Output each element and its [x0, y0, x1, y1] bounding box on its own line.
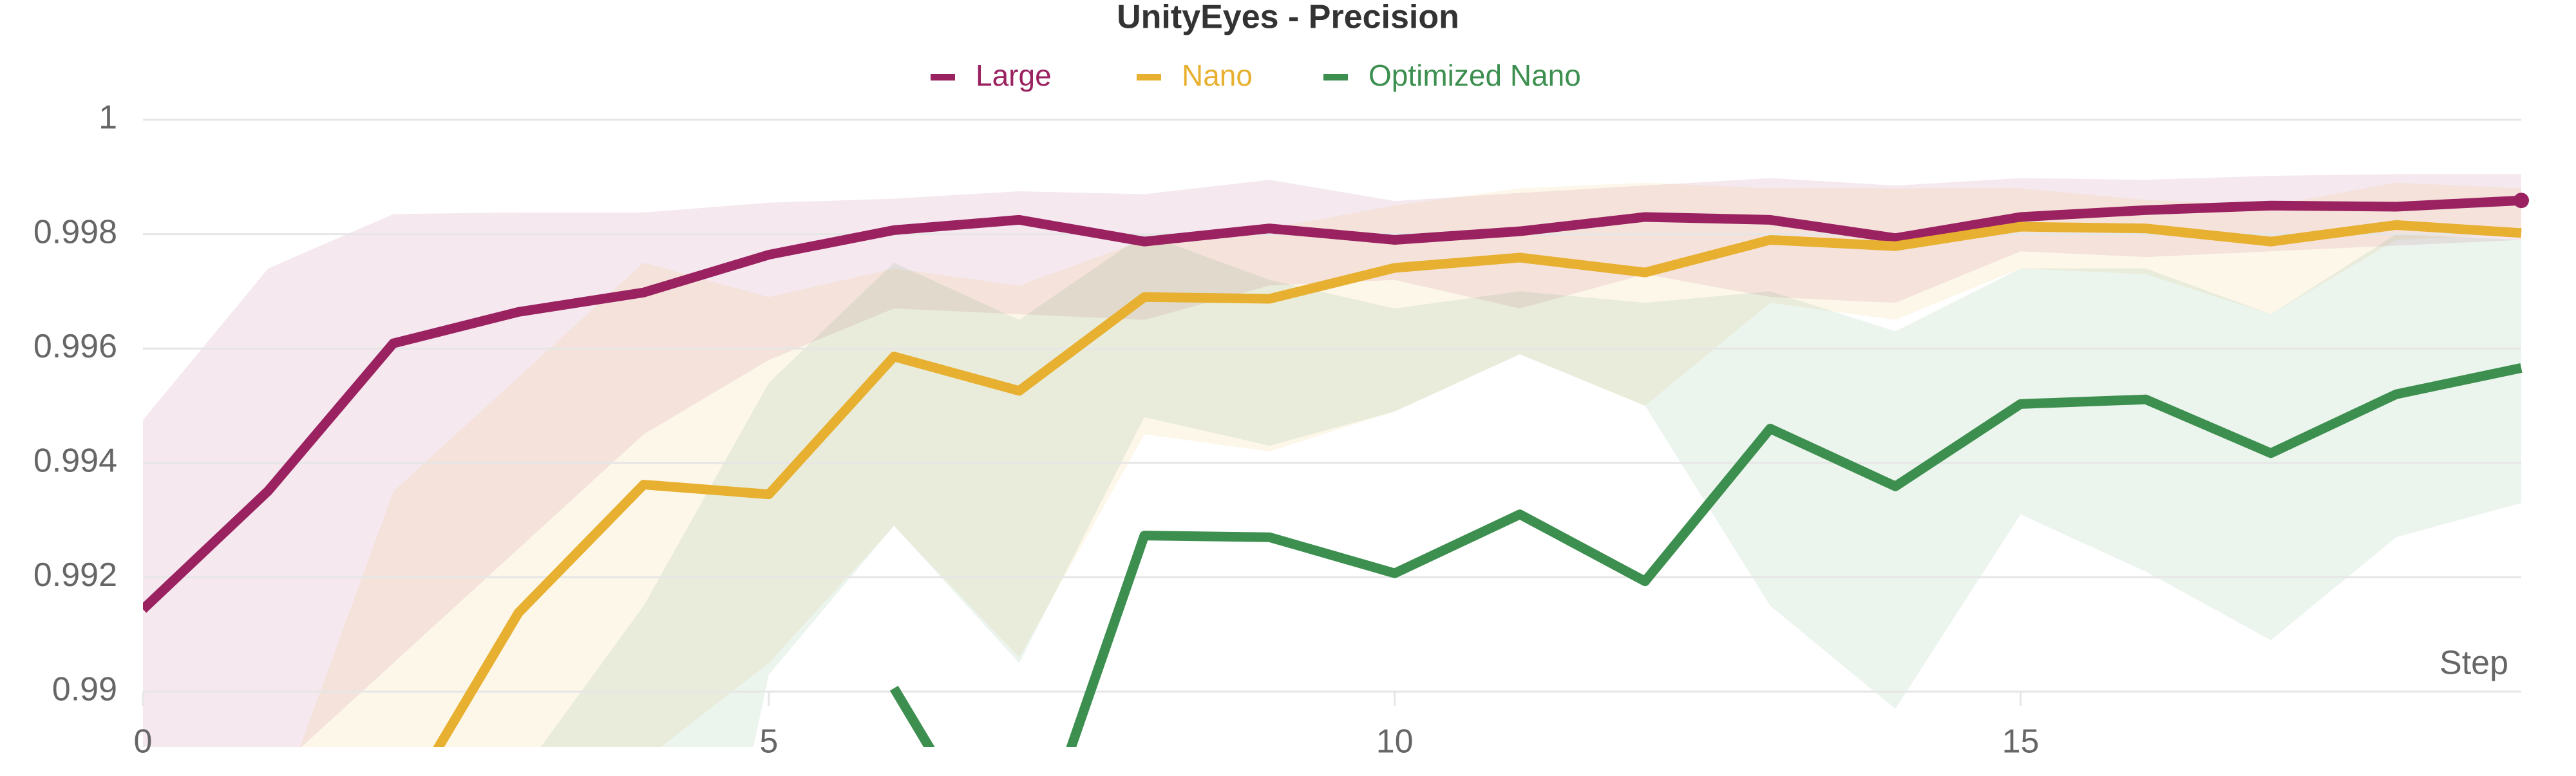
error-band — [540, 234, 2521, 747]
y-tick-label: 0.99 — [52, 671, 117, 708]
bands — [143, 174, 2521, 747]
series-line — [143, 195, 2522, 613]
series-line — [889, 363, 2523, 747]
x-tick-label: 15 — [2002, 723, 2040, 761]
legend-label: Optimized Nano — [1368, 59, 1581, 92]
legend-item: Nano — [1137, 59, 1253, 92]
y-tick-label: 0.996 — [33, 328, 117, 365]
x-tick-label: 10 — [1376, 723, 1414, 761]
y-tick-label: 0.994 — [33, 442, 117, 480]
error-band — [299, 182, 2521, 747]
x-axis-label: Step — [2439, 645, 2508, 682]
end-point — [2514, 193, 2529, 209]
legend-item: Optimized Nano — [1323, 59, 1581, 92]
y-tick-label: 0.992 — [33, 556, 117, 594]
error-band — [143, 174, 2521, 747]
x-tick-label: 0 — [134, 723, 153, 761]
y-tick-label: 0.998 — [33, 213, 117, 251]
legend-label: Nano — [1182, 59, 1253, 92]
x-tick-label: 5 — [759, 723, 778, 761]
series-line — [433, 220, 2522, 747]
legend-label: Large — [976, 59, 1052, 92]
y-tick-label: 1 — [99, 99, 117, 137]
legend-item: Large — [931, 59, 1052, 92]
chart-title: UnityEyes - Precision — [1117, 0, 1459, 36]
lines — [143, 193, 2529, 747]
